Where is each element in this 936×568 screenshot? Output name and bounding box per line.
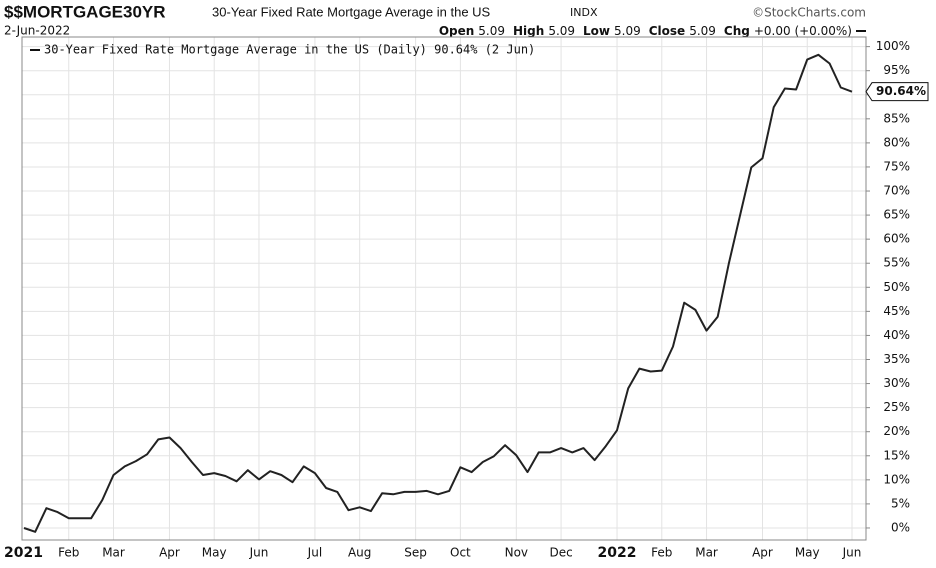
plot-frame [21, 36, 867, 541]
x-tick-label: Apr [159, 546, 180, 560]
y-tick-label: 30% [883, 376, 910, 390]
plot [22, 37, 866, 540]
ohlc-value: 5.09 [548, 24, 575, 38]
exchange: INDX [570, 6, 598, 19]
source: ©StockCharts.com [752, 6, 866, 20]
y-tick-label: 0% [891, 520, 910, 534]
y-tick-label: 60% [883, 232, 910, 246]
ohlc-value: 5.09 [689, 24, 716, 38]
x-tick-label: Jun [842, 546, 862, 560]
ohlc-value: 5.09 [478, 24, 505, 38]
y-tick-label: 25% [883, 400, 910, 414]
symbol: $$MORTGAGE30YR [4, 2, 166, 21]
date: 2-Jun-2022 [4, 24, 70, 38]
y-tick-label: 50% [883, 280, 910, 294]
y-tick-label: 10% [883, 472, 910, 486]
ohlc-label: Close [649, 24, 685, 38]
x-tick-label: 2021 [4, 545, 43, 561]
ohlc-label: Chg [724, 24, 750, 38]
x-tick-label: Jun [249, 546, 269, 560]
ohlc-label: Open [439, 24, 474, 38]
x-tick-label: Apr [752, 546, 773, 560]
y-tick-label: 100% [876, 39, 910, 53]
x-tick-label: 2022 [598, 545, 637, 561]
y-tick-label: 5% [891, 496, 910, 510]
last-value-label: 90.64% [876, 84, 926, 98]
x-tick-label: Dec [549, 546, 572, 560]
y-tick-label: 35% [883, 352, 910, 366]
x-tick-label: Mar [102, 546, 125, 560]
y-tick-label: 95% [883, 63, 910, 77]
x-tick-label: Aug [348, 546, 371, 560]
y-tick-label: 70% [883, 184, 910, 198]
chart-title: 30-Year Fixed Rate Mortgage Average in t… [212, 4, 491, 19]
y-tick-label: 65% [883, 208, 910, 222]
legend-label: 30-Year Fixed Rate Mortgage Average in t… [44, 43, 535, 57]
ohlc-value: 5.09 [614, 24, 641, 38]
ohlc: Open 5.09 High 5.09 Low 5.09 Close 5.09 Chg +0.00… [439, 24, 852, 38]
y-tick-label: 80% [883, 135, 910, 149]
x-tick-label: Mar [695, 546, 718, 560]
x-tick-label: May [795, 546, 820, 560]
x-tick-label: Feb [58, 546, 79, 560]
x-tick-label: Oct [450, 546, 471, 560]
ohlc-label: Low [583, 24, 610, 38]
x-tick-label: May [202, 546, 227, 560]
x-tick-label: Nov [505, 546, 528, 560]
y-tick-label: 40% [883, 328, 910, 342]
y-tick-label: 20% [883, 424, 910, 438]
y-tick-label: 55% [883, 256, 910, 270]
y-tick-label: 85% [883, 111, 910, 125]
y-tick-label: 45% [883, 304, 910, 318]
ohlc-label: High [513, 24, 544, 38]
ohlc-value: +0.00 (+0.00%) [754, 24, 852, 38]
y-tick-label: 75% [883, 159, 910, 173]
x-tick-label: Feb [651, 546, 672, 560]
series-line [23, 53, 853, 533]
last-value-tag [865, 82, 929, 102]
x-tick-label: Jul [307, 546, 322, 560]
x-tick-label: Sep [404, 546, 427, 560]
y-tick-label: 15% [883, 448, 910, 462]
